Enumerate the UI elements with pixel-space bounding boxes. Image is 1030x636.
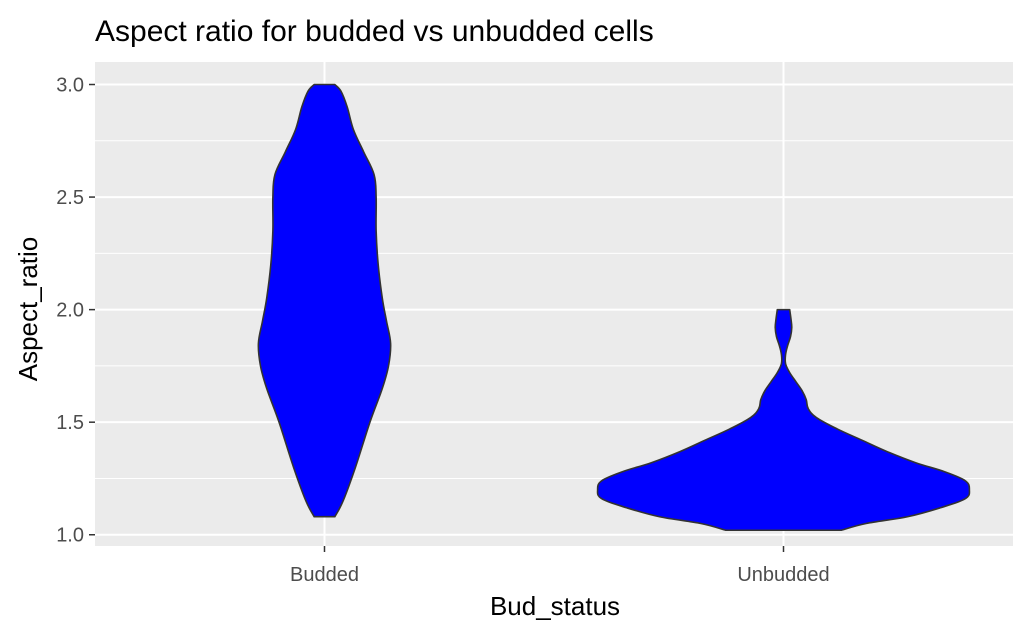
- violin-budded: [257, 83, 392, 518]
- x-axis-title: Bud_status: [490, 591, 620, 621]
- y-tick-label: 1.0: [56, 525, 84, 547]
- y-tick-label: 1.5: [56, 412, 84, 434]
- x-axis: Budded Unbudded: [290, 546, 830, 586]
- x-tick-label-budded: Budded: [290, 564, 359, 586]
- y-axis: 1.0 1.5 2.0 2.5 3.0: [56, 75, 95, 547]
- chart-title: Aspect ratio for budded vs unbudded cell…: [95, 15, 654, 48]
- violins: [257, 83, 971, 532]
- plot-panel: [95, 62, 1013, 546]
- y-tick-label: 2.0: [56, 300, 84, 322]
- violin-unbudded: [596, 308, 971, 532]
- y-tick-label: 3.0: [56, 75, 84, 97]
- y-tick-label: 2.5: [56, 187, 84, 209]
- x-tick-label-unbudded: Unbudded: [737, 564, 829, 586]
- y-axis-title: Aspect_ratio: [13, 237, 43, 382]
